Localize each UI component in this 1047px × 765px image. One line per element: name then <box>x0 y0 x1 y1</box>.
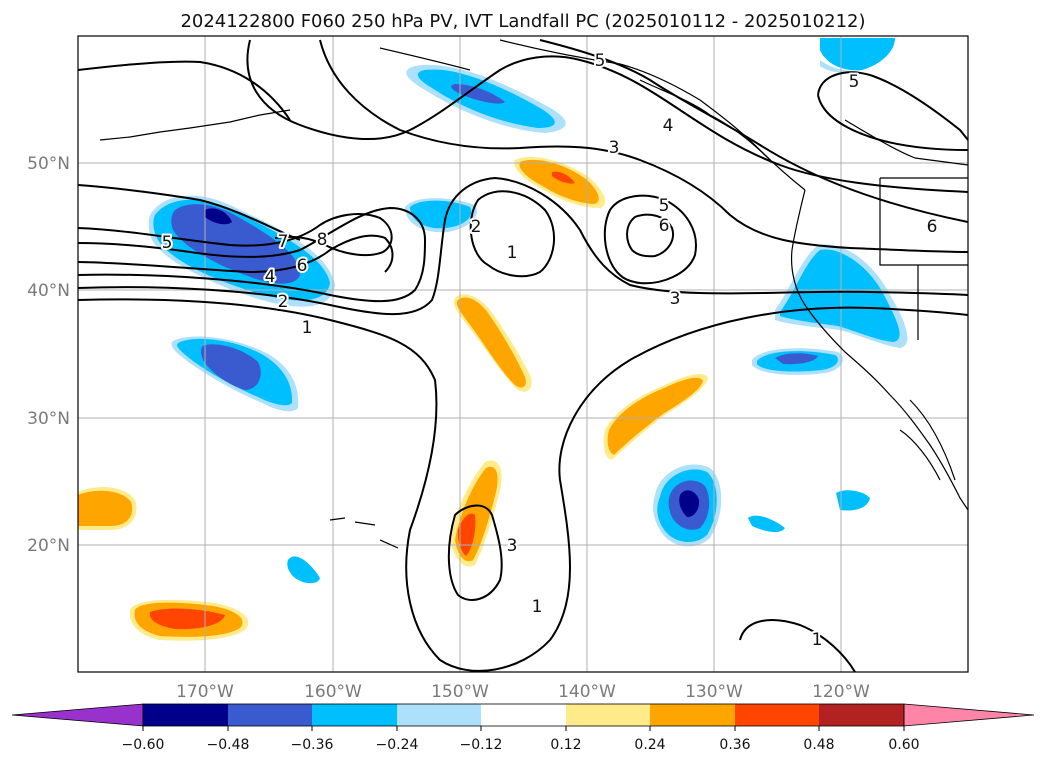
neg-anomaly-small-3 <box>287 556 320 584</box>
contour-label: 4 <box>265 267 276 287</box>
lon-label: 120°W <box>812 682 870 702</box>
colorbar-tick-label: −0.60 <box>122 737 165 753</box>
contour-label: 2 <box>471 217 482 237</box>
colorbar-ticks <box>142 726 905 731</box>
colorbar-tick-label: −0.48 <box>207 737 250 753</box>
colorbar-segment <box>228 704 312 726</box>
map-gridlines <box>78 36 968 672</box>
contour-label: 8 <box>317 230 328 250</box>
lat-label: 50°N <box>27 154 70 174</box>
contour-label: 1 <box>532 597 543 617</box>
colorbar-tick-label: 0.48 <box>803 737 834 753</box>
neg-anomaly-north <box>820 38 895 71</box>
ivt-pc-shading <box>78 38 908 641</box>
lat-label: 40°N <box>27 281 70 301</box>
contour-label: 2 <box>278 292 289 312</box>
lon-label: 130°W <box>685 682 743 702</box>
contour-label: 1 <box>302 318 313 338</box>
contour-label: 3 <box>507 536 518 556</box>
lon-label: 150°W <box>431 682 489 702</box>
colorbar-segment <box>481 704 566 726</box>
pv-contour-labels: 1 2 4 6 7 8 5 2 1 5 6 3 3 4 5 5 6 3 1 1 <box>160 49 940 652</box>
lon-label: 170°W <box>176 682 234 702</box>
colorbar-frame <box>142 703 905 727</box>
colorbar-tick-label: 0.24 <box>634 737 665 753</box>
contour-label: 6 <box>659 216 670 236</box>
colorbar-tick-label: 0.36 <box>719 737 750 753</box>
contour-label: 1 <box>507 243 518 263</box>
pv-contours <box>78 39 968 672</box>
colorbar-tick-label: −0.12 <box>460 737 503 753</box>
contour-label: 5 <box>595 51 606 71</box>
contour-label: 5 <box>162 233 173 253</box>
colorbar-segment <box>566 704 650 726</box>
colorbar-segment <box>312 704 397 726</box>
colorbar-segment <box>143 704 228 726</box>
contour-label: 6 <box>297 256 308 276</box>
colorbar-tick-label: 0.60 <box>888 737 919 753</box>
colorbar-tick-label: −0.24 <box>376 737 419 753</box>
latitude-labels: 50°N 40°N 30°N 20°N <box>27 154 70 556</box>
contour-label: 4 <box>663 116 674 136</box>
colorbar-segment <box>735 704 819 726</box>
colorbar-extend-low <box>11 703 144 727</box>
contour-label: 7 <box>278 232 289 252</box>
figure-title: 2024122800 F060 250 hPa PV, IVT Landfall… <box>180 11 865 32</box>
colorbar-tick-label: 0.12 <box>550 737 581 753</box>
contour-label: 6 <box>927 217 938 237</box>
colorbar-tick-label: −0.36 <box>291 737 334 753</box>
contour-label: 3 <box>609 138 620 158</box>
colorbar: −0.60 −0.48 −0.36 −0.24 −0.12 0.12 0.24 … <box>11 703 1035 753</box>
neg-anomaly-small-2 <box>836 490 870 511</box>
longitude-labels: 170°W 160°W 150°W 140°W 130°W 120°W <box>176 682 870 702</box>
contour-label: 3 <box>670 289 681 309</box>
colorbar-segment <box>397 704 481 726</box>
contour-label: 1 <box>812 630 823 650</box>
coastlines <box>99 39 968 549</box>
lat-label: 20°N <box>27 536 70 556</box>
colorbar-extend-high <box>903 703 1035 727</box>
lon-label: 160°W <box>304 682 362 702</box>
lon-label: 140°W <box>558 682 616 702</box>
colorbar-segment <box>819 704 904 726</box>
contour-label: 5 <box>659 196 670 216</box>
contour-label: 5 <box>849 72 860 92</box>
neg-anomaly-small-1 <box>748 515 785 533</box>
lat-label: 30°N <box>27 409 70 429</box>
colorbar-segment <box>650 704 735 726</box>
map-frame <box>77 35 969 673</box>
